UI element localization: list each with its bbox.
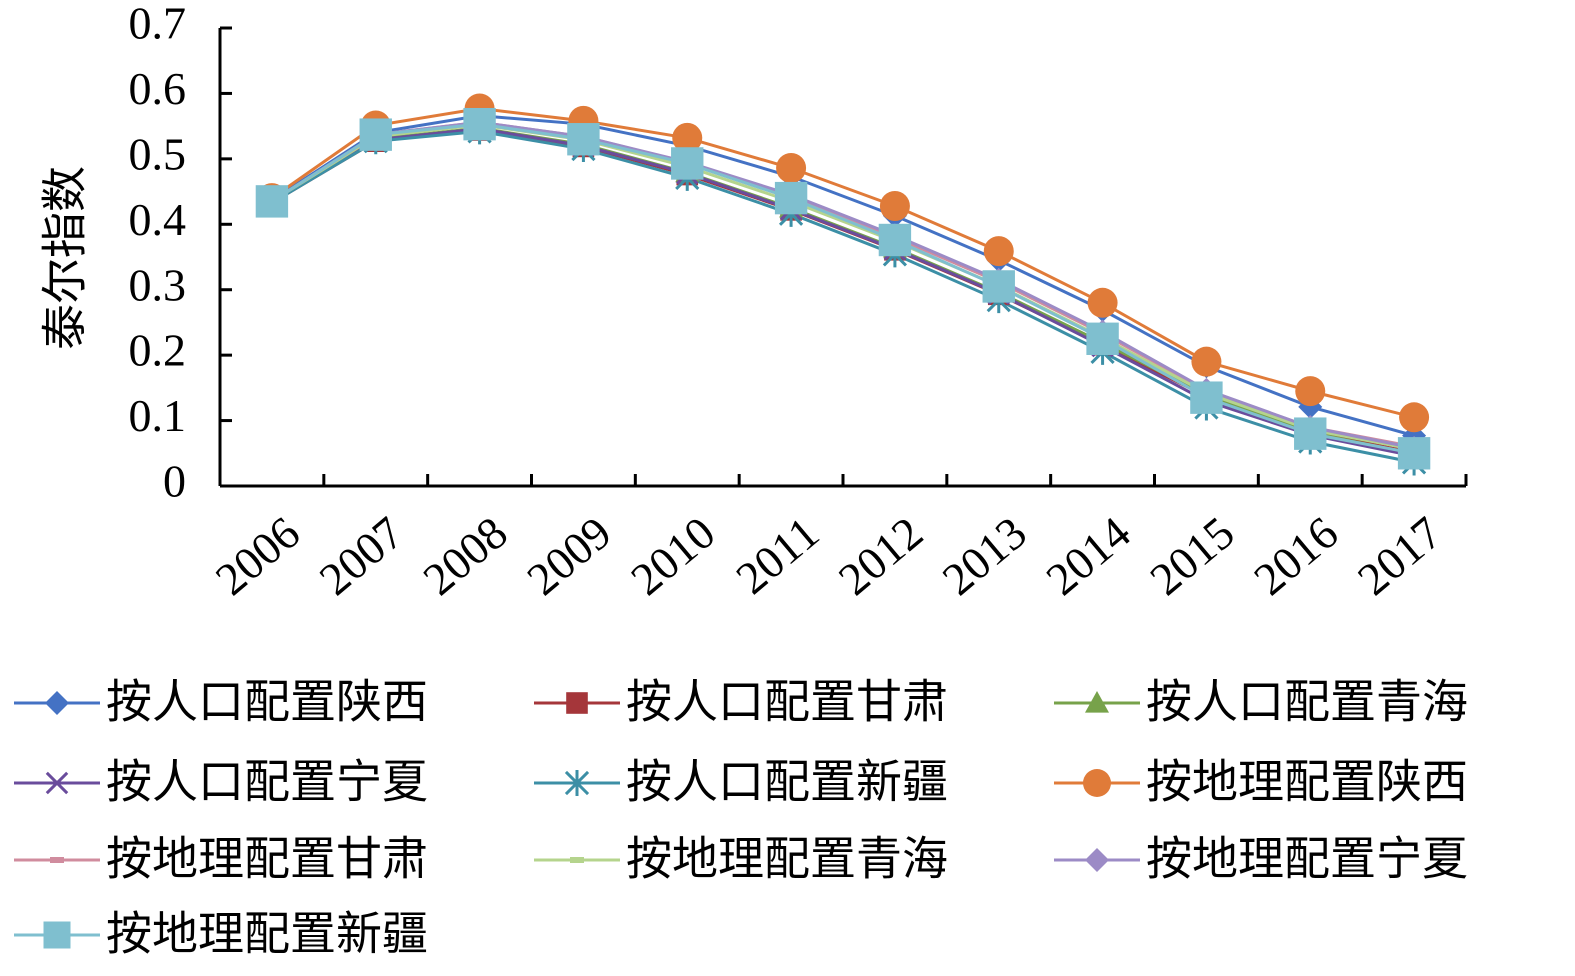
legend-item: 按地理配置新疆 [14, 907, 428, 961]
legend-label: 按地理配置宁夏 [1146, 832, 1468, 886]
data-point [982, 270, 1015, 303]
series-line-4 [271, 129, 1415, 464]
x-tick-label: 2014 [1037, 507, 1140, 605]
data-point [1191, 346, 1222, 377]
series-line-3 [271, 127, 1415, 458]
data-point [1086, 322, 1119, 355]
legend-item: 按人口配置青海 [1054, 675, 1468, 729]
series-line-6 [271, 120, 1415, 449]
y-ticks: 0 0.1 0.2 0.3 0.4 0.5 0.6 0.7 [129, 0, 232, 507]
y-tick-label: 0.3 [129, 259, 187, 310]
y-tick-label: 0.5 [129, 128, 187, 179]
series-line-8 [271, 120, 1415, 450]
legend-label: 按人口配置陕西 [106, 675, 428, 729]
legend-label: 按地理配置青海 [626, 832, 948, 886]
data-point [672, 122, 703, 153]
data-point [1295, 376, 1326, 407]
data-point [255, 185, 289, 218]
x-tick-label: 2006 [206, 507, 309, 605]
legend-item: 按地理配置陕西 [1054, 755, 1468, 809]
legend-item: 按人口配置宁夏 [14, 755, 428, 809]
legend-item: 按地理配置青海 [534, 832, 948, 886]
legend-label: 按地理配置陕西 [1146, 755, 1468, 809]
data-point [983, 236, 1014, 267]
x-tick-label: 2016 [1244, 507, 1347, 605]
legend-marker [45, 691, 69, 715]
y-tick-label: 0.2 [129, 325, 187, 376]
legend-marker [566, 692, 588, 714]
y-tick-label: 0.4 [129, 194, 187, 245]
x-tick-label: 2007 [310, 507, 413, 605]
series-line-0 [271, 114, 1415, 438]
y-axis-title-group: 泰尔指数 [38, 166, 92, 350]
legend-marker [45, 771, 69, 795]
series-line-9 [271, 122, 1415, 455]
legend-marker [1085, 691, 1109, 713]
data-point [359, 118, 392, 151]
legend-label: 按地理配置甘肃 [106, 832, 428, 886]
x-tick-label: 2010 [621, 507, 724, 605]
data-point [567, 123, 600, 156]
x-tick-label: 2017 [1348, 507, 1451, 605]
legend-marker [1085, 848, 1109, 872]
legend-label: 按人口配置新疆 [626, 755, 948, 809]
series-line-7 [271, 123, 1415, 451]
x-tick-label: 2009 [517, 507, 620, 605]
y-tick-label: 0.7 [129, 0, 187, 49]
data-point [774, 181, 808, 215]
data-point [1399, 402, 1430, 433]
legend-marker [43, 921, 71, 949]
legend-item: 按人口配置甘肃 [534, 675, 948, 729]
legend-marker [570, 857, 584, 863]
legend-item: 按人口配置新疆 [534, 755, 948, 809]
data-point [1294, 417, 1327, 450]
legend-label: 按人口配置甘肃 [626, 675, 948, 729]
legend-marker [564, 770, 590, 796]
legend-item: 按地理配置甘肃 [14, 832, 428, 886]
series-markers [255, 93, 1431, 476]
legend-marker [1083, 769, 1111, 797]
y-axis-title: 泰尔指数 [38, 166, 92, 350]
data-point [1190, 381, 1223, 414]
legend-item: 按地理配置宁夏 [1054, 832, 1468, 886]
legend-label: 按人口配置宁夏 [106, 755, 428, 809]
legend-item: 按人口配置陕西 [14, 675, 428, 729]
legend-label: 按地理配置新疆 [106, 907, 428, 961]
y-tick-label: 0.1 [129, 390, 187, 441]
x-tick-label: 2008 [414, 507, 517, 605]
y-tick-label: 0 [163, 456, 186, 507]
series-line-5 [271, 106, 1415, 419]
series-lines [271, 106, 1415, 464]
data-point [879, 190, 910, 221]
data-point [776, 153, 807, 184]
x-tick-label: 2015 [1140, 507, 1243, 605]
legend-marker [50, 857, 64, 863]
legend-label: 按人口配置青海 [1146, 675, 1468, 729]
y-tick-label: 0.6 [129, 63, 187, 114]
data-point [1397, 437, 1431, 470]
x-tick-label: 2011 [726, 507, 828, 604]
x-ticks: 2006 2007 2008 2009 2010 2011 2012 2013 2014 2015… [206, 474, 1468, 605]
data-point [878, 223, 912, 257]
x-tick-label: 2013 [933, 507, 1036, 605]
data-point [1087, 287, 1118, 318]
data-point [463, 107, 496, 141]
data-point [671, 147, 704, 180]
x-tick-label: 2012 [829, 507, 932, 605]
